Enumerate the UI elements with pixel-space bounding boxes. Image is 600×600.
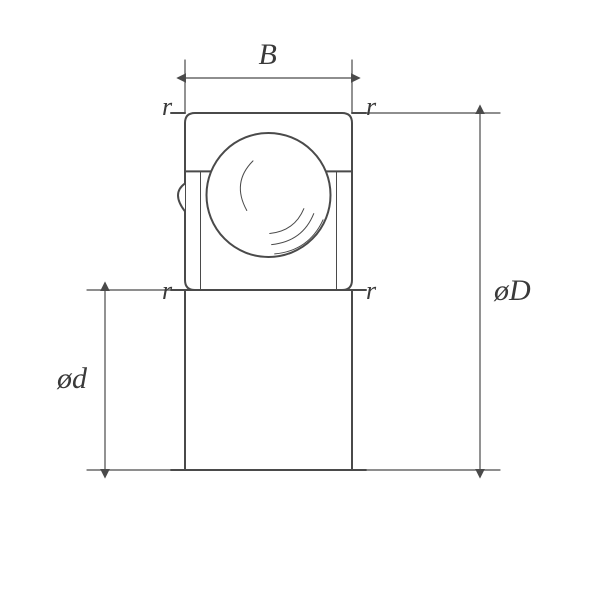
label-B: B [259, 38, 277, 72]
label-r-inner-left: r [162, 276, 172, 306]
label-r-top-right: r [366, 92, 376, 122]
label-r-top-left: r [162, 92, 172, 122]
label-r-inner-right: r [366, 276, 376, 306]
label-D: øD [494, 274, 531, 308]
label-d: ød [57, 362, 87, 396]
bearing-cross-section-diagram: B øD ød r r r r [0, 0, 600, 600]
